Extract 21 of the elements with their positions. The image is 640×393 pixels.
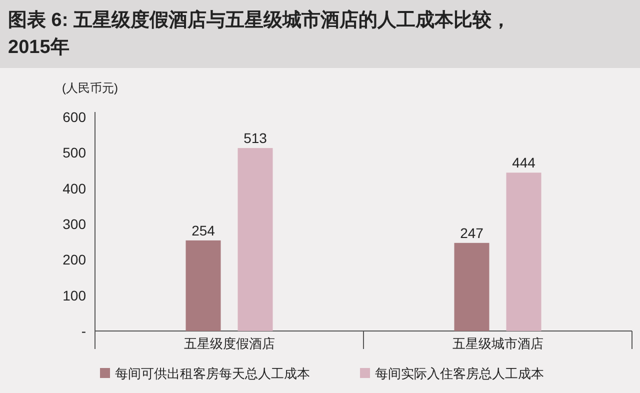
x-tick-label: 五星级城市酒店 — [452, 336, 544, 351]
y-tick-label: 100 — [62, 287, 86, 304]
data-label: 254 — [192, 222, 216, 238]
bar — [238, 148, 273, 331]
y-axis-title: (人民币元) — [62, 81, 118, 95]
data-label: 513 — [244, 130, 268, 146]
data-label: 247 — [460, 224, 484, 241]
legend-label: 每间实际入住客房总人工成本 — [375, 366, 544, 381]
bar — [186, 240, 221, 331]
y-tick-label: - — [81, 323, 86, 339]
x-tick-label: 五星级度假酒店 — [184, 336, 275, 351]
bar — [454, 242, 490, 331]
y-tick-label: 300 — [62, 216, 86, 232]
chart-title: 图表 6: 五星级度假酒店与五星级城市酒店的人工成本比较，2015年 — [8, 9, 510, 58]
bar — [506, 172, 542, 331]
y-tick-label: 500 — [62, 144, 86, 161]
legend-label: 每间可供出租客房每天总人工成本 — [115, 366, 310, 381]
y-tick-label: 600 — [62, 109, 86, 125]
data-label: 444 — [512, 154, 536, 171]
y-tick-label: 200 — [62, 252, 86, 268]
y-tick-label: 400 — [62, 180, 86, 196]
